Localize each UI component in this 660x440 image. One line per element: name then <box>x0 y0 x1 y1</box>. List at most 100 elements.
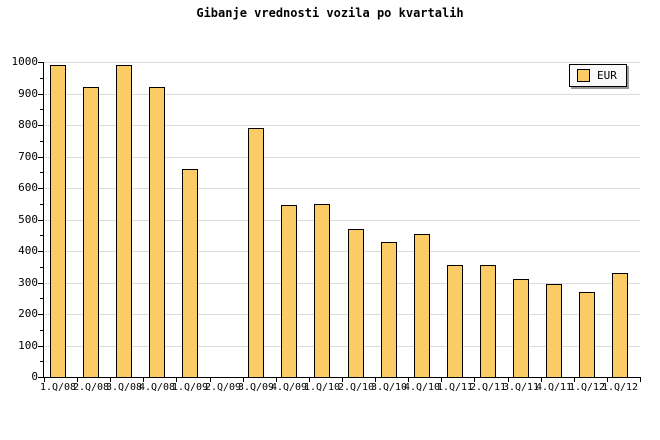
bar <box>513 279 529 378</box>
x-tick <box>77 378 78 382</box>
x-tick <box>640 378 641 382</box>
bar <box>182 169 198 378</box>
y-minor-tick <box>40 141 43 142</box>
legend: EUR <box>569 64 627 87</box>
bar <box>83 87 99 378</box>
y-tick-label: 500 <box>18 213 38 226</box>
x-tick-label: 1.Q/11 <box>436 382 474 393</box>
x-tick <box>309 378 310 382</box>
y-major-tick <box>38 157 43 158</box>
x-tick <box>607 378 608 382</box>
gridline <box>44 251 640 252</box>
plot-area: 0 100 200 300 400 500 600 700 800 900 1000 1.Q/08 2.… <box>12 56 641 393</box>
y-major-tick <box>38 220 43 221</box>
x-tick-label: 4.Q/08 <box>138 382 176 393</box>
x-tick-label: 1.Q/12 <box>601 382 639 393</box>
y-major-tick <box>38 94 43 95</box>
x-tick <box>276 378 277 382</box>
y-major-tick <box>38 62 43 63</box>
x-tick-label: 2.Q/08 <box>72 382 110 393</box>
y-minor-tick <box>40 78 43 79</box>
bar <box>612 273 628 378</box>
bar <box>149 87 165 378</box>
x-tick-label: 2.Q/11 <box>469 382 507 393</box>
y-tick-label: 0 <box>31 370 38 383</box>
x-tick-label: 3.Q/11 <box>502 382 540 393</box>
bar <box>381 242 397 378</box>
bar <box>50 65 66 378</box>
chart-title: Gibanje vrednosti vozila po kvartalih <box>196 6 464 20</box>
y-minor-tick <box>40 361 43 362</box>
x-tick <box>375 378 376 382</box>
gridline <box>44 346 640 347</box>
y-tick-label: 600 <box>18 181 38 194</box>
x-tick-label: 2.Q/10 <box>337 382 375 393</box>
bar <box>447 265 463 378</box>
bar <box>248 128 264 378</box>
y-major-tick <box>38 251 43 252</box>
y-minor-tick <box>40 267 43 268</box>
gridline <box>44 314 640 315</box>
x-tick <box>474 378 475 382</box>
x-tick-label: 3.Q/08 <box>105 382 143 393</box>
gridline <box>44 125 640 126</box>
y-axis <box>43 62 44 378</box>
y-tick-label: 800 <box>18 118 38 131</box>
x-tick <box>441 378 442 382</box>
x-axis <box>43 377 641 378</box>
x-tick-label: 1.Q/08 <box>39 382 77 393</box>
y-major-tick <box>38 314 43 315</box>
y-major-tick <box>38 125 43 126</box>
y-tick-label: 700 <box>18 150 38 163</box>
bar <box>480 265 496 378</box>
x-tick <box>210 378 211 382</box>
x-tick <box>243 378 244 382</box>
x-tick-label: 4.Q/10 <box>403 382 441 393</box>
gridline <box>44 283 640 284</box>
y-tick-label: 200 <box>18 307 38 320</box>
x-tick-label: 2.Q/09 <box>204 382 242 393</box>
y-minor-tick <box>40 109 43 110</box>
y-major-tick <box>38 283 43 284</box>
x-tick <box>143 378 144 382</box>
bar <box>314 204 330 378</box>
bar <box>546 284 562 378</box>
legend-label: EUR <box>597 69 617 82</box>
x-tick <box>176 378 177 382</box>
y-major-tick <box>38 377 43 378</box>
x-tick-label: 3.Q/10 <box>370 382 408 393</box>
x-tick <box>110 378 111 382</box>
x-tick <box>408 378 409 382</box>
y-major-tick <box>38 346 43 347</box>
bar <box>348 229 364 378</box>
y-minor-tick <box>40 330 43 331</box>
y-tick-label: 1000 <box>11 55 39 68</box>
x-tick-label: 1.Q/10 <box>303 382 341 393</box>
bar <box>281 205 297 378</box>
x-tick-label: 1.Q/12 <box>568 382 606 393</box>
x-tick <box>574 378 575 382</box>
y-minor-tick <box>40 204 43 205</box>
x-tick-label: 3.Q/09 <box>237 382 275 393</box>
bar <box>116 65 132 378</box>
gridline <box>44 94 640 95</box>
x-tick-label: 1.Q/09 <box>171 382 209 393</box>
bar <box>579 292 595 378</box>
y-minor-tick <box>40 235 43 236</box>
y-minor-tick <box>40 298 43 299</box>
x-tick <box>342 378 343 382</box>
gridline <box>44 62 640 63</box>
y-minor-tick <box>40 172 43 173</box>
x-tick <box>541 378 542 382</box>
x-tick <box>508 378 509 382</box>
x-tick-label: 4.Q/11 <box>535 382 573 393</box>
x-tick-label: 4.Q/09 <box>270 382 308 393</box>
gridline <box>44 220 640 221</box>
y-tick-label: 300 <box>18 276 38 289</box>
y-major-tick <box>38 188 43 189</box>
gridline <box>44 188 640 189</box>
legend-swatch-icon <box>577 69 590 82</box>
bar <box>414 234 430 378</box>
y-tick-label: 400 <box>18 244 38 257</box>
